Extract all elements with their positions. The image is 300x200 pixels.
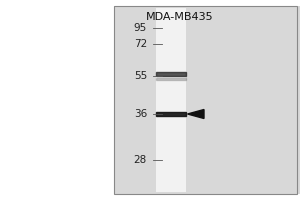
Text: 72: 72 — [134, 39, 147, 49]
Bar — [156, 72, 186, 76]
Polygon shape — [188, 109, 204, 118]
Bar — [156, 78, 186, 80]
Text: 28: 28 — [134, 155, 147, 165]
Bar — [156, 112, 186, 116]
Bar — [156, 8, 186, 192]
Bar — [114, 6, 297, 194]
Text: MDA-MB435: MDA-MB435 — [146, 12, 214, 22]
Text: 95: 95 — [134, 23, 147, 33]
Bar — [114, 6, 300, 194]
Text: 55: 55 — [134, 71, 147, 81]
Text: 36: 36 — [134, 109, 147, 119]
